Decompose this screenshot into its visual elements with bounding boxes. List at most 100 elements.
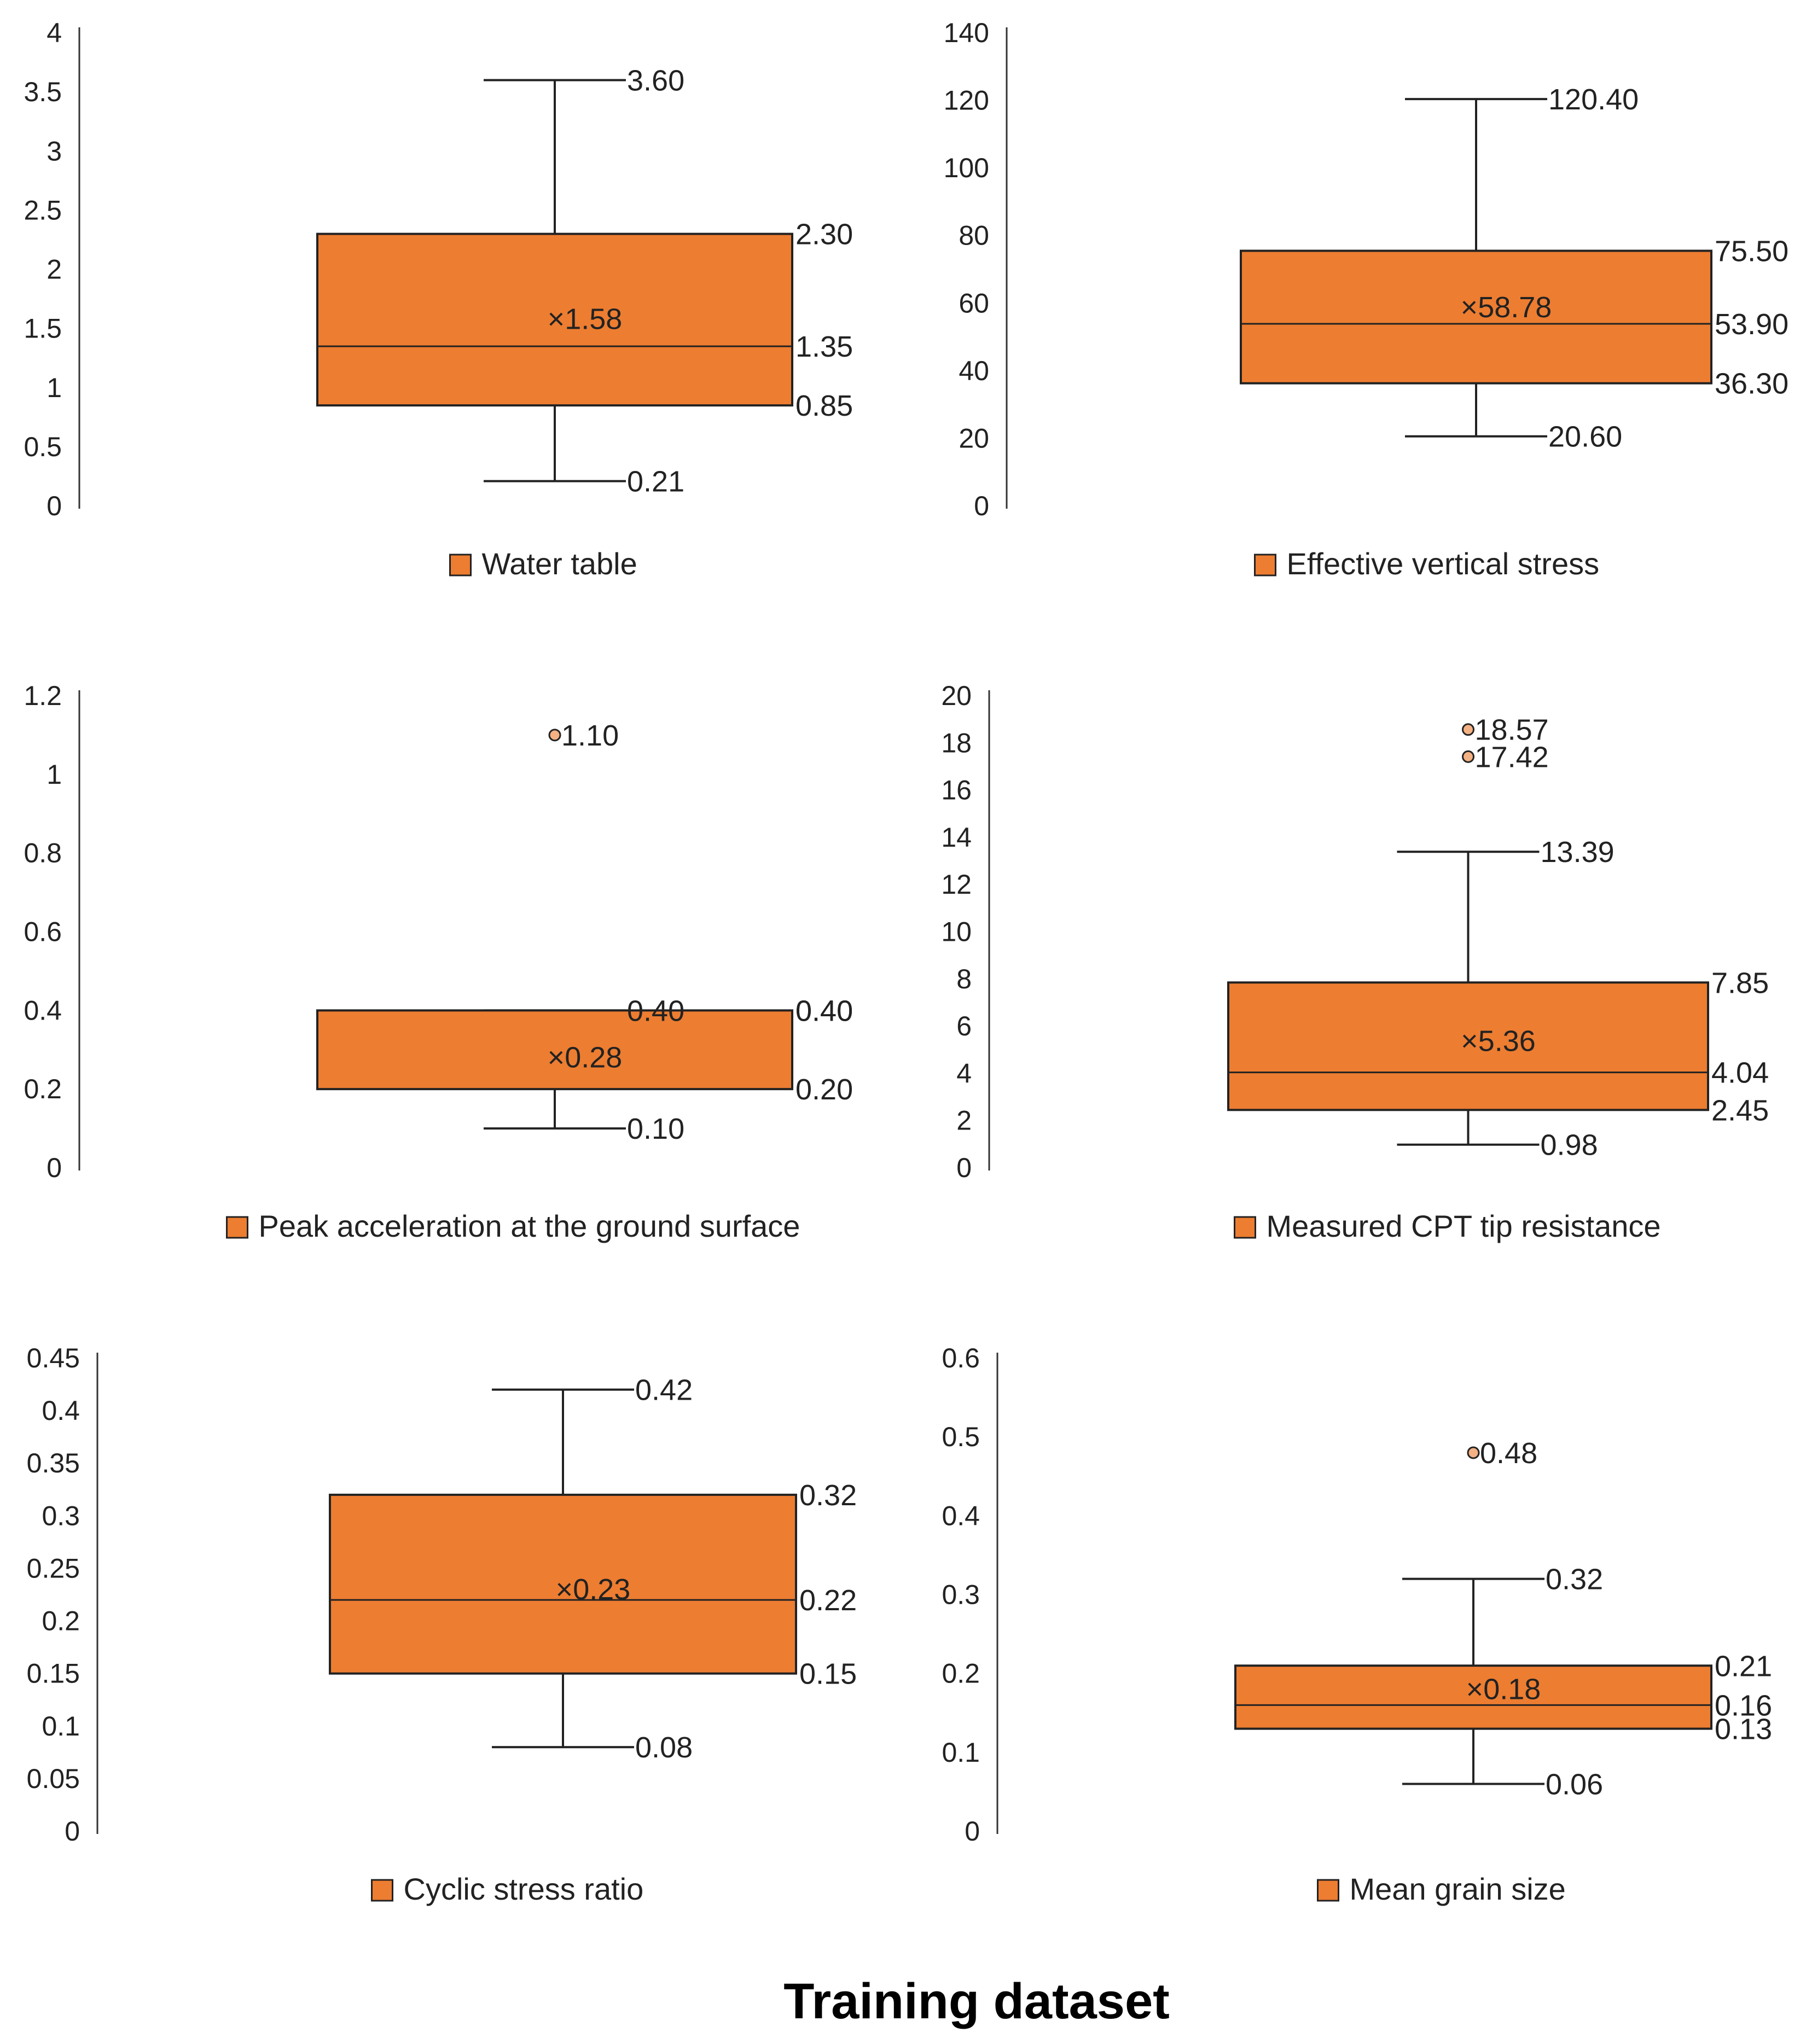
legend-label: Mean grain size (1350, 1872, 1566, 1906)
max-label: 0.42 (635, 1374, 693, 1407)
y-tick-label: 0.2 (42, 1606, 80, 1637)
chart-panels: 00.511.522.533.54×1.583.600.212.300.851.… (24, 18, 1788, 1906)
q3-label: 0.21 (1715, 1650, 1772, 1682)
legend-swatch (226, 1216, 248, 1239)
q3-label: 0.40 (795, 994, 853, 1027)
legend-label: Water table (482, 546, 637, 581)
outlier-label: 1.10 (561, 719, 619, 752)
y-tick-label: 0.6 (942, 1343, 980, 1373)
outlier-point (1467, 1446, 1480, 1459)
max-label: 0.40 (627, 994, 684, 1027)
y-tick-label: 0.35 (27, 1448, 80, 1478)
mean-label: ×1.58 (548, 302, 623, 335)
y-tick-label: 3.5 (24, 77, 62, 107)
y-tick-label: 14 (941, 822, 972, 853)
min-label: 0.08 (635, 1731, 693, 1764)
y-tick-label: 0.5 (24, 432, 62, 462)
q3-label: 2.30 (795, 218, 853, 251)
legend-label: Measured CPT tip resistance (1267, 1209, 1661, 1243)
y-tick-label: 0 (47, 491, 62, 521)
y-tick-label: 0.2 (942, 1658, 980, 1689)
min-label: 0.21 (627, 465, 684, 498)
y-tick-label: 20 (959, 423, 989, 453)
y-tick-label: 0.05 (27, 1763, 80, 1794)
mean-label: ×0.28 (548, 1041, 623, 1074)
y-tick-label: 40 (959, 356, 989, 386)
box-panel: 00.20.40.60.811.2×0.280.400.100.400.200.… (24, 680, 853, 1243)
max-label: 13.39 (1541, 836, 1615, 869)
y-tick-label: 2.5 (24, 195, 62, 225)
mean-label: ×58.78 (1461, 291, 1552, 324)
median-label: 0.16 (1715, 1689, 1772, 1722)
legend-swatch (1234, 1216, 1256, 1239)
y-tick-label: 100 (944, 153, 989, 183)
y-tick-label: 1.5 (24, 313, 62, 344)
iqr-box (329, 1493, 797, 1675)
mean-label: ×0.23 (556, 1573, 631, 1606)
iqr-box (316, 232, 793, 407)
mean-label: ×0.18 (1466, 1673, 1541, 1706)
legend-label: Peak acceleration at the ground surface (259, 1209, 800, 1243)
box-panel: 0 2 4 6 8 10 12 14 16 18 20 ×5.36 13.39 0.98 7.85 2.45 4… (941, 680, 1769, 1243)
mean-label: ×5.36 (1461, 1025, 1536, 1058)
y-tick-label: 0.4 (42, 1395, 80, 1426)
q3-label: 0.32 (799, 1479, 857, 1512)
q3-label: 75.50 (1715, 235, 1788, 268)
q1-label: 2.45 (1711, 1094, 1769, 1127)
y-tick-label: 2 (956, 1105, 972, 1136)
q1-label: 0.15 (799, 1658, 857, 1691)
legend-swatch (1254, 554, 1276, 576)
y-tick-label: 10 (941, 917, 972, 947)
legend-swatch (371, 1879, 393, 1902)
median-label: 1.35 (795, 330, 853, 363)
y-tick-label: 0.2 (24, 1074, 62, 1104)
y-tick-label: 60 (959, 288, 989, 318)
iqr-box (316, 1009, 793, 1091)
min-label: 20.60 (1548, 421, 1622, 453)
q1-label: 0.13 (1715, 1713, 1772, 1746)
q1-label: 0.85 (795, 389, 853, 422)
max-label: 0.32 (1546, 1563, 1603, 1596)
min-label: 0.10 (627, 1113, 684, 1145)
y-tick-label: 0.25 (27, 1553, 80, 1583)
y-tick-label: 2 (47, 254, 62, 285)
y-tick-label: 0.15 (27, 1658, 80, 1689)
outlier-point (1462, 723, 1474, 736)
q3-label: 7.85 (1711, 966, 1769, 999)
y-tick-label: 6 (956, 1011, 972, 1041)
y-tick-label: 0 (65, 1816, 80, 1847)
y-tick-label: 0 (956, 1152, 972, 1183)
median-label: 4.04 (1711, 1057, 1769, 1090)
iqr-box (1227, 981, 1709, 1111)
y-tick-label: 0.3 (942, 1580, 980, 1610)
max-label: 120.40 (1548, 83, 1639, 116)
y-tick-label: 0.1 (42, 1711, 80, 1742)
y-tick-label: 1.2 (24, 680, 62, 711)
y-tick-label: 0 (47, 1152, 62, 1183)
median-label: 53.90 (1715, 308, 1788, 341)
y-tick-label: 0.4 (942, 1500, 980, 1531)
y-tick-label: 18 (941, 727, 972, 758)
y-tick-label: 120 (944, 85, 989, 116)
y-tick-label: 0 (965, 1816, 980, 1847)
y-tick-label: 0.45 (27, 1343, 80, 1373)
y-tick-label: 16 (941, 775, 972, 806)
y-tick-label: 0.8 (24, 838, 62, 869)
y-tick-label: 1 (47, 372, 62, 403)
y-tick-label: 0 (974, 491, 989, 521)
figure-title: Training dataset (783, 1973, 1170, 2029)
y-tick-label: 0.6 (24, 917, 62, 947)
legend-swatch (1317, 1879, 1339, 1902)
outlier-label: 18.57 (1475, 714, 1549, 747)
box-panel: 0 20 40 60 80 100 120 140 ×58.78 120.40 20.60 75.50… (944, 18, 1789, 581)
min-label: 0.06 (1546, 1768, 1603, 1801)
y-tick-label: 8 (956, 964, 972, 994)
outlier-point (1462, 750, 1474, 763)
q1-label: 0.20 (795, 1073, 853, 1106)
max-label: 3.60 (627, 65, 684, 97)
outlier-label: 17.42 (1475, 741, 1549, 773)
y-tick-label: 4 (956, 1058, 972, 1088)
y-tick-label: 20 (941, 680, 972, 711)
y-tick-label: 80 (959, 220, 989, 251)
